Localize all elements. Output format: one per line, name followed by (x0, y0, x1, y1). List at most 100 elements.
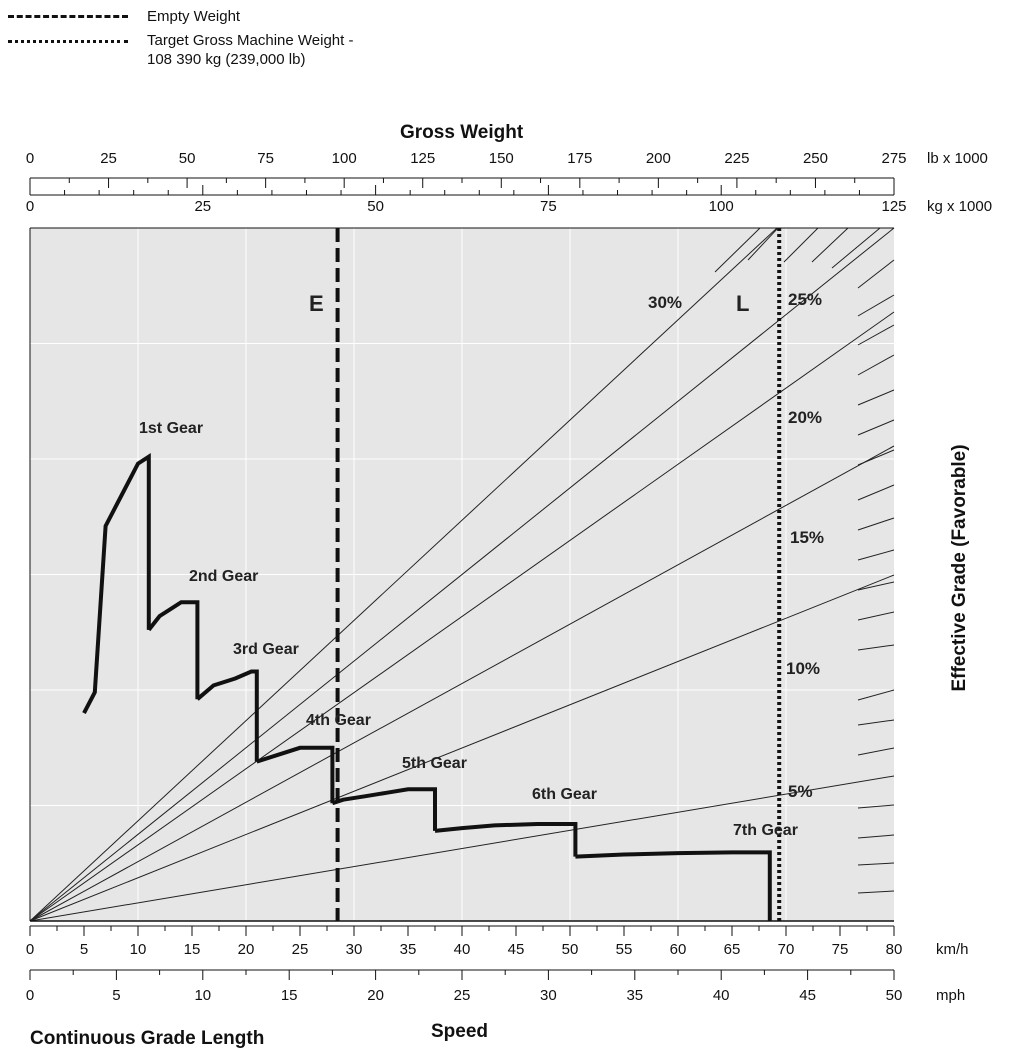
gear-curve-7 (575, 850, 772, 921)
gear-label-7: 7th Gear (733, 822, 798, 839)
kmh-axis-tick-label: 50 (562, 941, 579, 958)
gear-curve-3 (196, 669, 259, 762)
kmh-axis-tick-label: 35 (400, 941, 417, 958)
grade-line-15% (29, 445, 895, 922)
grade-hatch (857, 484, 895, 501)
gear-curve-1 (82, 453, 151, 715)
grade-hatch (857, 389, 895, 406)
grade-line-30% (29, 227, 778, 922)
lb-axis-tick-label: 150 (489, 150, 514, 167)
continuous-grade-caption: Continuous Grade Length (30, 1028, 264, 1049)
kmh-axis-tick-label: 5 (80, 941, 88, 958)
legend-target-weight: Target Gross Machine Weight - (147, 32, 354, 49)
y-axis-label: Effective Grade (Favorable) (949, 444, 970, 691)
grade-hatch (783, 227, 819, 263)
kmh-axis-tick-label: 80 (886, 941, 903, 958)
kmh-axis-tick-label: 40 (454, 941, 471, 958)
kg-axis-tick-label: 50 (367, 198, 384, 215)
lb-axis-tick-label: 25 (100, 150, 117, 167)
grade-hatch (857, 449, 895, 466)
kmh-axis-tick-label: 25 (292, 941, 309, 958)
kmh-axis-tick-label: 75 (832, 941, 849, 958)
gear-label-4: 4th Gear (306, 712, 371, 729)
grade-hatch (857, 611, 895, 621)
kmh-axis-tick-label: 65 (724, 941, 741, 958)
grade-line-25% (29, 227, 895, 922)
grade-hatch (857, 747, 895, 756)
kmh-axis-tick-label: 15 (184, 941, 201, 958)
grade-hatch (857, 259, 895, 289)
grade-hatch (857, 419, 895, 436)
grade-hatch (831, 227, 881, 269)
kmh-axis-tick-label: 55 (616, 941, 633, 958)
marker-label-l: L (736, 291, 749, 316)
grade-line-20% (29, 311, 895, 922)
lb-axis-tick-label: 175 (567, 150, 592, 167)
gear-label-6: 6th Gear (532, 786, 597, 803)
mph-axis-tick-label: 30 (540, 987, 557, 1004)
unit-mph: mph (936, 987, 965, 1004)
gear-curve-2 (147, 600, 200, 700)
mph-axis-tick-label: 45 (799, 987, 816, 1004)
grade-hatch (857, 517, 895, 531)
kmh-axis-tick-label: 20 (238, 941, 255, 958)
speed-label: Speed (431, 1021, 488, 1042)
grade-hatch (857, 581, 895, 591)
grade-hatch (857, 834, 895, 839)
chart-title: Gross Weight (400, 122, 524, 143)
lb-axis-tick-label: 200 (646, 150, 671, 167)
grade-label-20: 20% (788, 408, 822, 427)
kmh-axis-tick-label: 0 (26, 941, 34, 958)
grade-hatch (857, 354, 895, 376)
grade-hatch (857, 324, 895, 346)
grade-label-5: 5% (788, 782, 813, 801)
weight-markers (335, 228, 782, 921)
grade-hatch (714, 227, 761, 273)
legend-dashed-line (8, 15, 128, 18)
kmh-axis-tick-label: 30 (346, 941, 363, 958)
grade-hatch (811, 227, 849, 263)
legend-empty-weight: Empty Weight (147, 8, 241, 25)
kg-axis-tick-label: 0 (26, 198, 34, 215)
kg-axis-tick-label: 25 (194, 198, 211, 215)
gear-curve-4 (256, 745, 335, 804)
mph-axis-tick-label: 10 (194, 987, 211, 1004)
gear-curve-6 (434, 822, 578, 857)
lb-axis-tick-label: 100 (332, 150, 357, 167)
grade-hatch (857, 890, 895, 894)
lb-axis-tick-label: 225 (724, 150, 749, 167)
gear-label-1: 1st Gear (139, 420, 203, 437)
unit-kmh: km/h (936, 941, 969, 958)
mph-axis-tick-label: 50 (886, 987, 903, 1004)
mph-axis-tick-label: 35 (626, 987, 643, 1004)
lb-axis-tick-label: 275 (881, 150, 906, 167)
grade-label-30: 30% (648, 293, 682, 312)
gear-curves (82, 453, 772, 921)
kg-axis-tick-label: 75 (540, 198, 557, 215)
grade-hatch (857, 862, 895, 866)
gear-curve-5 (331, 787, 437, 831)
lb-axis-tick-label: 250 (803, 150, 828, 167)
gear-label-2: 2nd Gear (189, 568, 258, 585)
kmh-axis-tick-label: 60 (670, 941, 687, 958)
marker-label-e: E (309, 291, 324, 316)
grade-hatch (857, 719, 895, 726)
grade-lines (29, 227, 895, 922)
grade-hatch (857, 804, 895, 809)
kg-axis-tick-label: 100 (709, 198, 734, 215)
mph-axis-tick-label: 40 (713, 987, 730, 1004)
grade-hatch (857, 689, 895, 701)
lb-axis-tick-label: 0 (26, 150, 34, 167)
grade-label-15: 15% (790, 528, 824, 547)
lb-axis-tick-label: 125 (410, 150, 435, 167)
grade-line-5% (29, 775, 895, 922)
gear-label-3: 3rd Gear (233, 641, 299, 658)
mph-axis-tick-label: 20 (367, 987, 384, 1004)
grade-hatch (857, 549, 895, 561)
kmh-axis-tick-label: 10 (130, 941, 147, 958)
mph-axis-tick-label: 5 (112, 987, 120, 1004)
grade-line-10% (29, 574, 895, 922)
grade-hatch (857, 644, 895, 651)
